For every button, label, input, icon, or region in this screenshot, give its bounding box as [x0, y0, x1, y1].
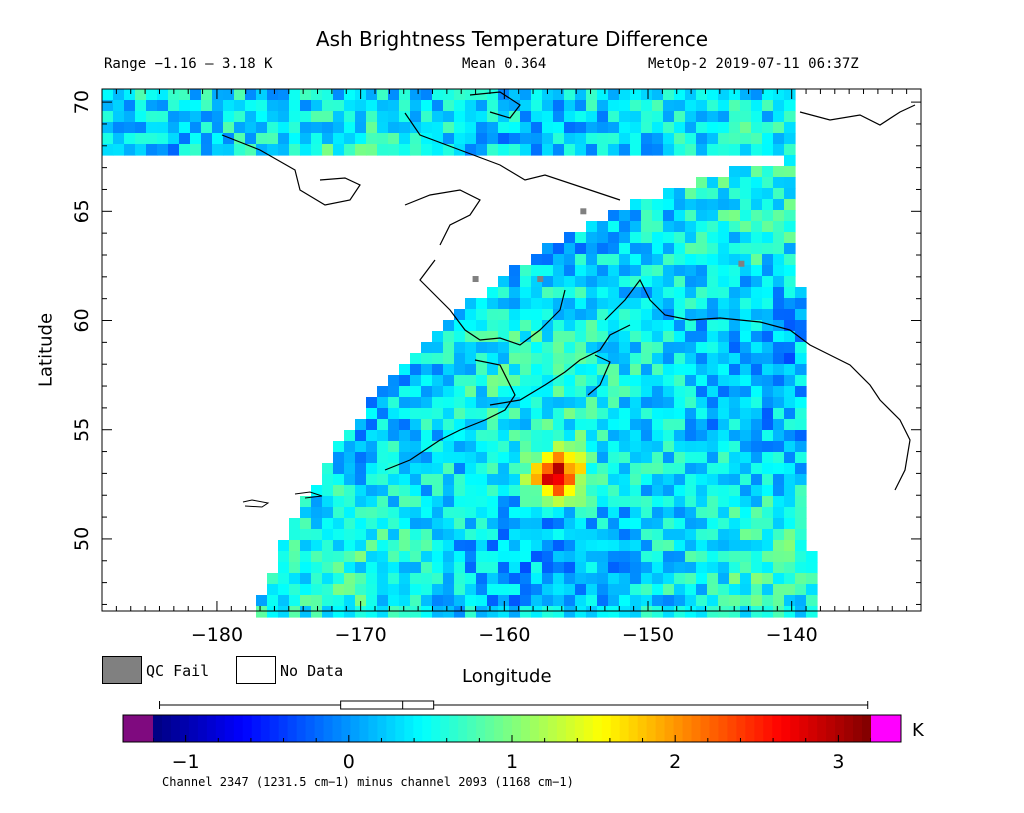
colorbar-unit: K: [912, 720, 924, 741]
range-readout: Range −1.16 – 3.18 K: [104, 56, 273, 72]
colorbar-tick-label: 0: [343, 751, 355, 773]
qc-fail-point: [738, 260, 745, 267]
colorbar-tick-label: −1: [172, 751, 200, 773]
no-data-label: No Data: [280, 662, 344, 680]
y-tick-label: 55: [71, 418, 93, 442]
colorbar-tick-label: 2: [669, 751, 681, 773]
plot-frame: [101, 88, 922, 612]
x-axis-label: Longitude: [462, 666, 552, 687]
qc-fail-swatch: [102, 656, 142, 684]
axis-ticks: [101, 89, 922, 611]
y-axis-label: Latitude: [35, 312, 57, 388]
colorbar-caption: Channel 2347 (1231.5 cm−1) minus channel…: [162, 775, 574, 789]
island: [242, 499, 270, 508]
colorbar-overflow: [871, 715, 901, 742]
colorbar-tick-label: 3: [832, 751, 844, 773]
qc-fail-label: QC Fail: [146, 662, 210, 680]
island: [294, 491, 323, 499]
x-tick-label: −150: [622, 624, 674, 646]
y-tick-label: 65: [71, 199, 93, 223]
colorbar-underflow: [123, 715, 153, 742]
y-tick-label: 60: [71, 308, 93, 332]
y-tick-label: 70: [71, 90, 93, 114]
x-tick-label: −180: [191, 624, 243, 646]
qc-fail-point: [472, 276, 479, 283]
distribution-box: [159, 700, 869, 710]
swath-field: [102, 89, 818, 618]
y-tick-label: 50: [71, 527, 93, 551]
colorbar: [152, 715, 872, 742]
mean-readout: Mean 0.364: [462, 56, 547, 72]
satellite-timestamp: MetOp-2 2019-07-11 06:37Z: [648, 56, 859, 72]
colorbar-frame: [122, 714, 902, 743]
x-tick-label: −170: [335, 624, 387, 646]
qc-fail-point: [580, 208, 587, 215]
coastlines: [221, 91, 916, 491]
colorbar-tick-label: 1: [506, 751, 518, 773]
x-tick-label: −160: [478, 624, 530, 646]
x-tick-label: −140: [766, 624, 818, 646]
chart-title: Ash Brightness Temperature Difference: [315, 27, 709, 51]
qc-fail-point: [537, 276, 544, 283]
no-data-swatch: [236, 656, 276, 684]
